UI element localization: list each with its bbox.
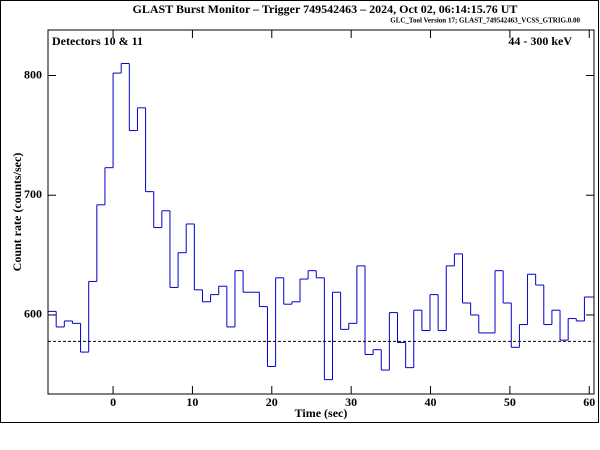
- y-axis-label: Count rate (counts/sec): [10, 153, 24, 272]
- x-tick-label: 10: [186, 395, 198, 409]
- chart-subtitle: GLC_Tool Version 17; GLAST_749542463_VCS…: [390, 17, 580, 25]
- energy-label: 44 - 300 keV: [508, 34, 572, 48]
- x-tick-label: 0: [110, 395, 116, 409]
- x-tick-label: 60: [583, 395, 595, 409]
- chart-title: GLAST Burst Monitor – Trigger 749542463 …: [133, 2, 518, 16]
- plot-area: [48, 63, 594, 381]
- frame: [0, 0, 599, 423]
- x-tick-label: 50: [504, 395, 516, 409]
- y-tick-label: 600: [24, 307, 42, 321]
- x-tick-label: 40: [425, 395, 437, 409]
- plot-frame: [47, 29, 595, 395]
- detector-label: Detectors 10 & 11: [52, 34, 143, 48]
- y-tick-label: 700: [24, 187, 42, 201]
- x-axis-label: Time (sec): [295, 406, 348, 420]
- x-tick-label: 20: [266, 395, 278, 409]
- y-tick-label: 800: [24, 67, 42, 81]
- x-tick-label: 30: [345, 395, 357, 409]
